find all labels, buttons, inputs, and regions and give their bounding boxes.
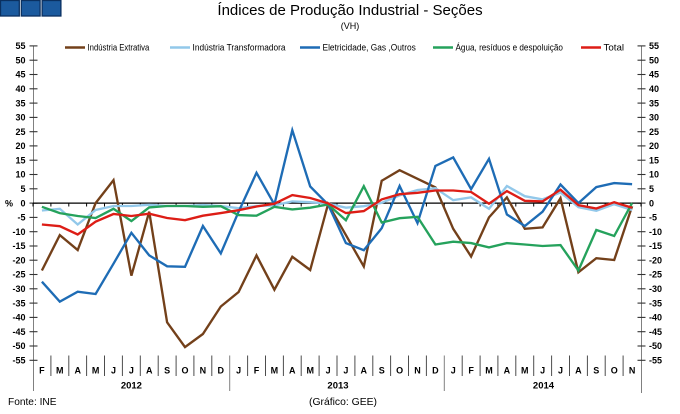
svg-text:M: M (306, 366, 314, 376)
svg-text:20: 20 (15, 141, 25, 151)
svg-text:35: 35 (649, 98, 659, 108)
svg-text:M: M (485, 366, 493, 376)
svg-text:40: 40 (15, 84, 25, 94)
svg-text:Total: Total (604, 43, 625, 53)
svg-text:M: M (521, 366, 529, 376)
svg-text:0: 0 (649, 198, 654, 208)
svg-text:N: N (629, 366, 636, 376)
svg-text:Eletricidade, Gas ,Outros: Eletricidade, Gas ,Outros (323, 43, 417, 53)
svg-text:(Gráfico: GEE): (Gráfico: GEE) (309, 397, 377, 408)
svg-text:A: A (361, 366, 368, 376)
svg-text:15: 15 (649, 155, 659, 165)
svg-text:J: J (129, 366, 134, 376)
svg-text:30: 30 (15, 113, 25, 123)
svg-text:5: 5 (20, 184, 25, 194)
svg-text:15: 15 (15, 155, 25, 165)
svg-text:A: A (74, 366, 81, 376)
svg-text:-30: -30 (649, 284, 662, 294)
svg-text:2014: 2014 (533, 381, 555, 392)
svg-text:S: S (164, 366, 170, 376)
svg-text:25: 25 (649, 127, 659, 137)
svg-text:-45: -45 (12, 327, 25, 337)
svg-text:S: S (593, 366, 599, 376)
svg-text:J: J (558, 366, 563, 376)
svg-text:-35: -35 (12, 298, 25, 308)
svg-text:-55: -55 (12, 356, 25, 366)
svg-text:25: 25 (15, 127, 25, 137)
svg-text:-10: -10 (12, 227, 25, 237)
svg-text:O: O (181, 366, 188, 376)
svg-text:D: D (218, 366, 225, 376)
svg-text:-30: -30 (12, 284, 25, 294)
svg-text:Índices de Produção Industrial: Índices de Produção Industrial - Seções (217, 2, 482, 19)
svg-text:55: 55 (15, 41, 25, 51)
svg-text:45: 45 (649, 70, 659, 80)
svg-text:J: J (326, 366, 331, 376)
svg-text:O: O (611, 366, 618, 376)
svg-text:D: D (432, 366, 439, 376)
svg-text:2012: 2012 (121, 381, 142, 392)
svg-text:-20: -20 (12, 255, 25, 265)
svg-text:Fonte: INE: Fonte: INE (8, 397, 57, 408)
svg-text:Água, resíduos e despoluição: Água, resíduos e despoluição (456, 43, 563, 53)
svg-text:5: 5 (649, 184, 654, 194)
svg-text:50: 50 (649, 55, 659, 65)
svg-text:40: 40 (649, 84, 659, 94)
svg-text:N: N (200, 366, 207, 376)
svg-text:A: A (575, 366, 582, 376)
svg-text:A: A (146, 366, 153, 376)
svg-text:A: A (504, 366, 511, 376)
svg-text:J: J (343, 366, 348, 376)
svg-text:O: O (396, 366, 403, 376)
svg-text:J: J (451, 366, 456, 376)
svg-text:-50: -50 (649, 341, 662, 351)
svg-text:M: M (271, 366, 279, 376)
svg-text:20: 20 (649, 141, 659, 151)
svg-text:35: 35 (15, 98, 25, 108)
svg-text:%: % (5, 198, 13, 208)
svg-text:N: N (414, 366, 421, 376)
svg-text:M: M (92, 366, 100, 376)
svg-text:-40: -40 (649, 313, 662, 323)
svg-text:S: S (379, 366, 385, 376)
svg-text:Indústria Extrativa: Indústria Extrativa (88, 43, 150, 53)
svg-text:-55: -55 (649, 356, 662, 366)
svg-text:-5: -5 (649, 213, 657, 223)
svg-text:-45: -45 (649, 327, 662, 337)
svg-text:-5: -5 (17, 213, 25, 223)
svg-text:-50: -50 (12, 341, 25, 351)
svg-text:(VH): (VH) (341, 21, 360, 31)
svg-text:F: F (468, 366, 474, 376)
svg-text:-40: -40 (12, 313, 25, 323)
svg-text:F: F (39, 366, 45, 376)
svg-text:F: F (254, 366, 260, 376)
svg-text:-20: -20 (649, 255, 662, 265)
svg-text:-25: -25 (649, 270, 662, 280)
svg-text:10: 10 (649, 170, 659, 180)
svg-text:M: M (56, 366, 64, 376)
svg-text:-35: -35 (649, 298, 662, 308)
svg-text:-15: -15 (649, 241, 662, 251)
svg-text:A: A (289, 366, 296, 376)
svg-text:J: J (540, 366, 545, 376)
svg-text:50: 50 (15, 55, 25, 65)
svg-text:45: 45 (15, 70, 25, 80)
svg-text:10: 10 (15, 170, 25, 180)
svg-text:-15: -15 (12, 241, 25, 251)
svg-text:Indústria Transformadora: Indústria Transformadora (193, 43, 286, 53)
svg-text:55: 55 (649, 41, 659, 51)
svg-text:-25: -25 (12, 270, 25, 280)
svg-text:30: 30 (649, 113, 659, 123)
svg-text:J: J (236, 366, 241, 376)
svg-text:0: 0 (20, 198, 25, 208)
svg-text:2013: 2013 (327, 381, 348, 392)
svg-text:J: J (111, 366, 116, 376)
svg-text:-10: -10 (649, 227, 662, 237)
